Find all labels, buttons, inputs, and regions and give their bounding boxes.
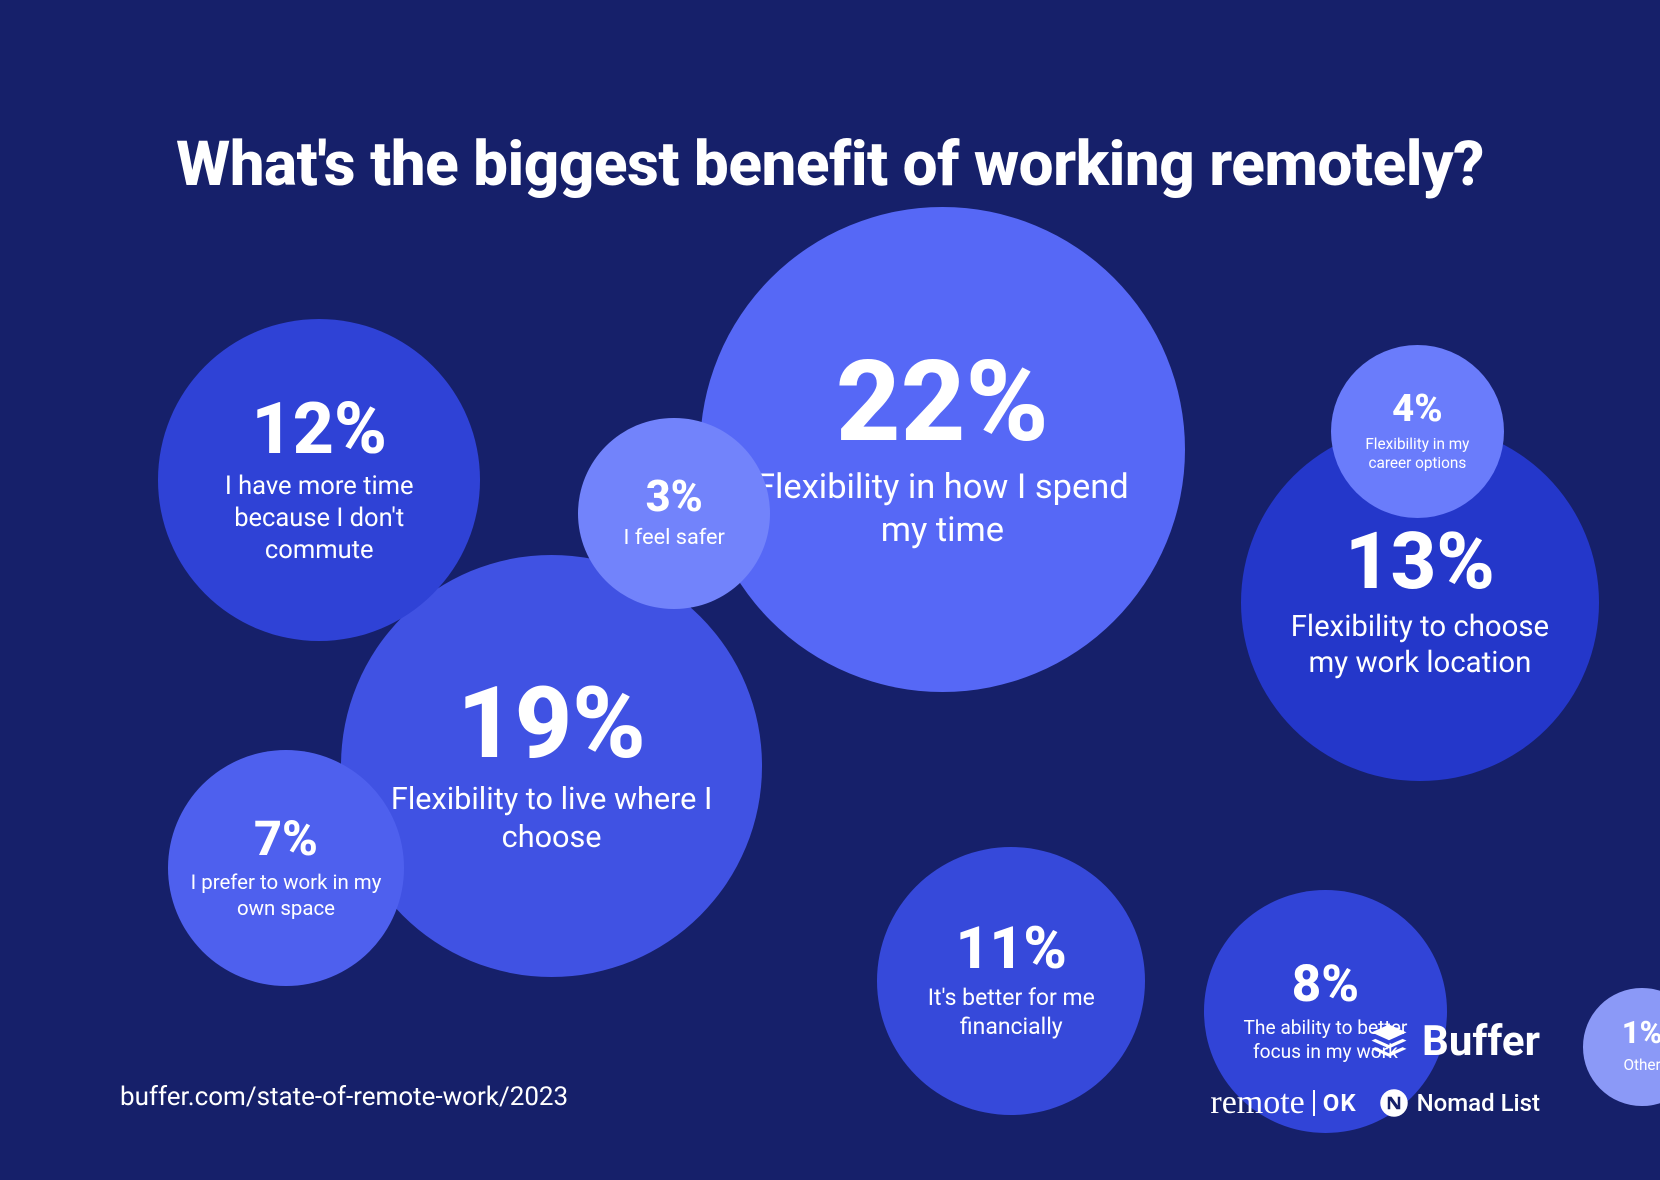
bubble-other: 1% Other bbox=[1583, 988, 1660, 1105]
ok-label: OK bbox=[1323, 1089, 1357, 1117]
bubble-label: I have more time because I don't commute bbox=[187, 471, 451, 567]
bubble-label: It's better for me financially bbox=[901, 984, 1121, 1041]
bubble-live-where: 19%Flexibility to live where I choose bbox=[341, 555, 762, 976]
bubble-percent: 8% bbox=[1292, 959, 1359, 1010]
bubble-percent: 22% bbox=[836, 347, 1049, 459]
bubble-label: Other bbox=[1623, 1056, 1660, 1075]
chart-title: What's the biggest benefit of working re… bbox=[0, 130, 1660, 199]
buffer-icon bbox=[1368, 1021, 1410, 1063]
bubble-percent: 1% bbox=[1622, 1019, 1660, 1050]
remote-label: remote bbox=[1210, 1084, 1304, 1122]
buffer-label: Buffer bbox=[1422, 1017, 1540, 1066]
bubble-career: 4% Flexibility in my career options bbox=[1331, 345, 1505, 519]
logo-block: Buffer remote OK Nomad List bbox=[1210, 1017, 1540, 1122]
bubble-label: Flexibility to live where I choose bbox=[379, 781, 725, 858]
bubble-percent: 3% bbox=[646, 475, 703, 518]
bubble-label: I feel safer bbox=[624, 524, 725, 551]
bubble-time-flex: 22%Flexibility in how I spend my time bbox=[700, 207, 1185, 692]
bubble-label: Flexibility to choose my work location bbox=[1273, 609, 1566, 682]
bubble-percent: 11% bbox=[956, 920, 1067, 979]
nomad-label: Nomad List bbox=[1417, 1089, 1540, 1117]
nomad-icon bbox=[1379, 1088, 1409, 1118]
bubble-label: Flexibility in my career options bbox=[1346, 435, 1488, 473]
remoteok-logo: remote OK bbox=[1210, 1084, 1356, 1122]
buffer-logo: Buffer bbox=[1368, 1017, 1540, 1066]
bubble-safer: 3% I feel safer bbox=[578, 418, 770, 610]
bubble-label: Flexibility in how I spend my time bbox=[743, 466, 1141, 552]
bubble-label: I prefer to work in my own space bbox=[189, 870, 383, 921]
partner-logos: remote OK Nomad List bbox=[1210, 1084, 1540, 1122]
bubble-percent: 7% bbox=[254, 815, 318, 864]
bubble-percent: 12% bbox=[251, 394, 386, 466]
nomadlist-logo: Nomad List bbox=[1379, 1088, 1540, 1118]
infographic-canvas: What's the biggest benefit of working re… bbox=[0, 0, 1660, 1180]
divider-icon bbox=[1313, 1090, 1315, 1116]
bubble-own-space: 7% I prefer to work in my own space bbox=[168, 750, 404, 986]
bubble-percent: 13% bbox=[1345, 523, 1495, 602]
bubble-financial: 11%It's better for me financially bbox=[877, 847, 1145, 1115]
bubble-percent: 19% bbox=[457, 675, 646, 775]
bubble-percent: 4% bbox=[1392, 390, 1442, 428]
source-url: buffer.com/state-of-remote-work/2023 bbox=[120, 1082, 568, 1112]
bubble-no-commute: 12%I have more time because I don't comm… bbox=[158, 319, 480, 641]
